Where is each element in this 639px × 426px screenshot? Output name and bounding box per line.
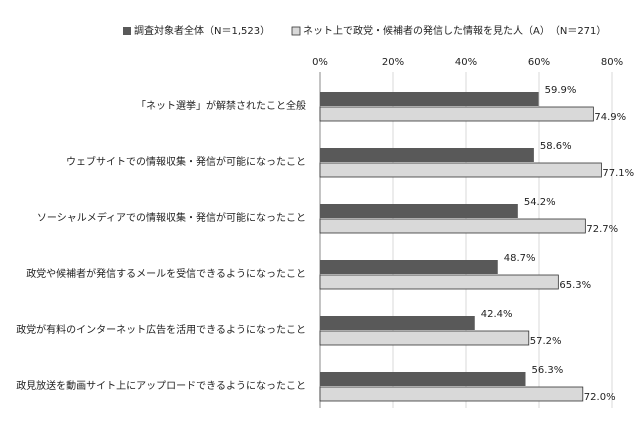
bar [320, 372, 526, 386]
value-label: 72.7% [586, 224, 618, 235]
y-tick-label: ウェブサイトでの情報収集・発信が可能になったこと [66, 155, 306, 168]
value-label: 59.9% [545, 85, 577, 96]
bar [320, 260, 498, 274]
bar [320, 204, 518, 218]
value-label: 77.1% [602, 168, 634, 179]
legend-swatch [291, 26, 301, 36]
legend-label: 調査対象者全体（N＝1,523） [134, 24, 270, 37]
bar [319, 386, 584, 402]
bar [320, 92, 539, 106]
bar [319, 106, 594, 122]
x-tick-label: 40% [455, 57, 477, 68]
value-label: 48.7% [504, 253, 536, 264]
y-tick-label: 政見放送を動画サイト上にアップロードできるようになったこと [16, 379, 306, 392]
y-tick-label: ソーシャルメディアでの情報収集・発信が可能になったこと [37, 211, 306, 224]
value-label: 58.6% [540, 141, 572, 152]
x-tick-label: 0% [312, 57, 328, 68]
value-label: 57.2% [530, 336, 562, 347]
bar [320, 316, 475, 330]
bar [319, 330, 530, 346]
value-label: 42.4% [481, 309, 513, 320]
y-tick-label: 政党が有料のインターネット広告を活用できるようになったこと [16, 323, 306, 336]
bar [319, 218, 586, 234]
legend-swatch [123, 27, 131, 35]
value-label: 74.9% [594, 112, 626, 123]
bar [319, 162, 602, 178]
value-label: 56.3% [531, 365, 563, 376]
y-tick-label: 政党や候補者が発信するメールを受信できるようになったこと [26, 267, 306, 280]
legend-label: ネット上で政党・候補者の発信した情報を見た人（A） （N＝271） [303, 24, 606, 37]
x-tick-label: 60% [528, 57, 550, 68]
bar [319, 274, 559, 290]
x-tick-label: 80% [601, 57, 623, 68]
value-label: 72.0% [584, 392, 616, 403]
y-tick-label: 「ネット選挙」が解禁されたこと全般 [136, 99, 306, 112]
value-label: 65.3% [559, 280, 591, 291]
value-label: 54.2% [524, 197, 556, 208]
x-tick-label: 20% [382, 57, 404, 68]
bar [320, 148, 534, 162]
